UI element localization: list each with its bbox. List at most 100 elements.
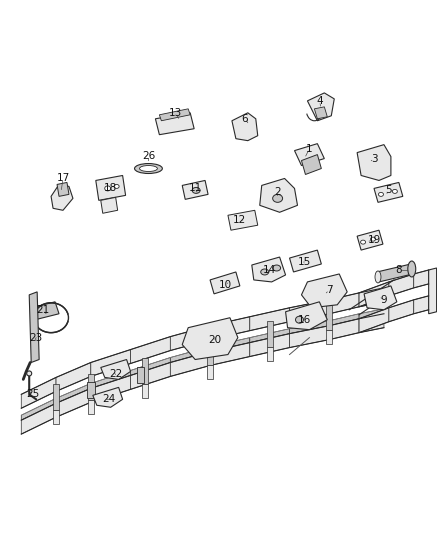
Polygon shape xyxy=(56,362,91,391)
Text: 16: 16 xyxy=(298,314,311,325)
Polygon shape xyxy=(290,326,329,348)
Polygon shape xyxy=(301,274,347,308)
Polygon shape xyxy=(56,389,91,417)
Polygon shape xyxy=(29,292,39,362)
Polygon shape xyxy=(329,314,359,326)
Ellipse shape xyxy=(360,240,366,244)
Polygon shape xyxy=(374,182,403,203)
Polygon shape xyxy=(87,382,95,398)
Polygon shape xyxy=(57,182,69,196)
Text: 5: 5 xyxy=(385,185,392,196)
Polygon shape xyxy=(207,339,213,365)
Polygon shape xyxy=(267,321,273,348)
Polygon shape xyxy=(56,383,91,403)
Text: 14: 14 xyxy=(263,265,276,275)
Polygon shape xyxy=(326,304,332,330)
Polygon shape xyxy=(359,309,384,319)
Text: 17: 17 xyxy=(57,173,70,183)
Polygon shape xyxy=(210,272,240,294)
Polygon shape xyxy=(250,308,290,330)
Text: 23: 23 xyxy=(29,333,43,343)
Polygon shape xyxy=(91,375,131,402)
Polygon shape xyxy=(314,107,327,119)
Polygon shape xyxy=(31,302,59,320)
Polygon shape xyxy=(131,362,170,389)
Ellipse shape xyxy=(105,186,111,191)
Text: 13: 13 xyxy=(169,108,182,118)
Polygon shape xyxy=(260,179,297,212)
Text: 26: 26 xyxy=(142,151,155,160)
Polygon shape xyxy=(357,144,391,181)
Polygon shape xyxy=(137,367,145,383)
Polygon shape xyxy=(357,230,383,250)
Ellipse shape xyxy=(296,316,304,323)
Polygon shape xyxy=(389,274,414,296)
Text: 20: 20 xyxy=(208,335,222,345)
Polygon shape xyxy=(170,346,210,362)
Ellipse shape xyxy=(261,269,268,275)
Polygon shape xyxy=(21,403,56,434)
Polygon shape xyxy=(252,257,286,282)
Polygon shape xyxy=(142,384,148,398)
Polygon shape xyxy=(359,282,389,307)
Polygon shape xyxy=(88,400,94,414)
Polygon shape xyxy=(286,302,327,330)
Polygon shape xyxy=(326,330,332,344)
Ellipse shape xyxy=(273,195,283,203)
Ellipse shape xyxy=(392,189,397,193)
Text: 1: 1 xyxy=(306,143,313,154)
Polygon shape xyxy=(159,109,190,121)
Ellipse shape xyxy=(273,265,281,271)
Polygon shape xyxy=(359,314,384,333)
Polygon shape xyxy=(53,384,59,410)
Text: 3: 3 xyxy=(371,154,377,164)
Polygon shape xyxy=(210,317,250,340)
Polygon shape xyxy=(131,358,170,375)
Ellipse shape xyxy=(371,237,375,241)
Polygon shape xyxy=(91,350,131,376)
Polygon shape xyxy=(182,181,208,199)
Polygon shape xyxy=(329,319,359,340)
Polygon shape xyxy=(142,358,148,384)
Polygon shape xyxy=(155,113,194,135)
Polygon shape xyxy=(21,398,56,420)
Text: 12: 12 xyxy=(233,215,247,225)
Polygon shape xyxy=(53,410,59,424)
Polygon shape xyxy=(91,370,131,389)
Polygon shape xyxy=(210,337,250,352)
Polygon shape xyxy=(170,352,210,376)
Ellipse shape xyxy=(408,261,416,277)
Text: 18: 18 xyxy=(104,183,117,193)
Text: 8: 8 xyxy=(396,265,402,275)
Polygon shape xyxy=(250,329,290,343)
Polygon shape xyxy=(21,377,56,408)
Polygon shape xyxy=(131,337,170,364)
Text: 24: 24 xyxy=(102,394,115,405)
Polygon shape xyxy=(96,175,126,200)
Polygon shape xyxy=(307,93,334,121)
Text: 22: 22 xyxy=(109,369,122,379)
Ellipse shape xyxy=(375,271,381,283)
Polygon shape xyxy=(210,343,250,366)
Polygon shape xyxy=(290,250,321,272)
Polygon shape xyxy=(267,348,273,361)
Polygon shape xyxy=(329,293,359,314)
Text: 21: 21 xyxy=(36,305,50,315)
Polygon shape xyxy=(290,300,329,322)
Text: 7: 7 xyxy=(326,285,332,295)
Polygon shape xyxy=(414,296,429,314)
Ellipse shape xyxy=(114,184,119,188)
Text: 11: 11 xyxy=(188,183,202,193)
Polygon shape xyxy=(359,288,384,307)
Ellipse shape xyxy=(192,188,200,193)
Polygon shape xyxy=(88,374,94,400)
Polygon shape xyxy=(101,197,118,213)
Polygon shape xyxy=(429,268,437,314)
Polygon shape xyxy=(359,308,389,333)
Polygon shape xyxy=(101,360,131,379)
Text: 25: 25 xyxy=(27,389,40,399)
Ellipse shape xyxy=(140,166,157,172)
Polygon shape xyxy=(301,155,321,174)
Polygon shape xyxy=(414,270,429,288)
Ellipse shape xyxy=(27,371,32,376)
